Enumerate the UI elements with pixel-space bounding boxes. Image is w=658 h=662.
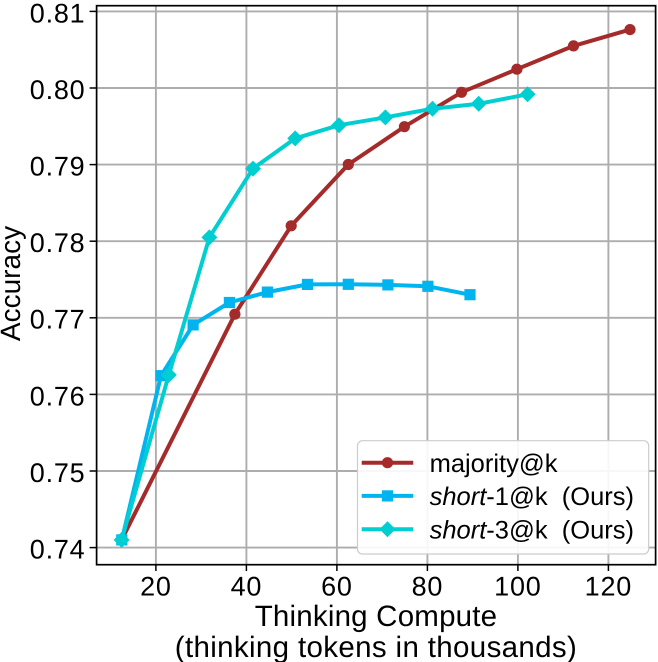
svg-text:20: 20 [140,572,172,602]
svg-text:0.80: 0.80 [30,75,86,105]
svg-text:majority@k: majority@k [430,450,558,478]
svg-text:0.77: 0.77 [30,305,86,335]
svg-text:Thinking Compute: Thinking Compute [255,600,498,633]
svg-text:0.75: 0.75 [30,458,86,488]
svg-text:0.74: 0.74 [30,535,86,565]
svg-text:Accuracy: Accuracy [0,226,26,341]
svg-text:100: 100 [494,572,541,602]
svg-text:60: 60 [321,572,353,602]
svg-text:0.79: 0.79 [30,152,86,182]
svg-text:(thinking tokens in thousands): (thinking tokens in thousands) [175,631,577,662]
svg-text:short-1@k (Ours): short-1@k (Ours) [430,483,634,511]
svg-text:40: 40 [231,572,263,602]
svg-text:120: 120 [585,572,632,602]
svg-text:0.81: 0.81 [30,0,86,28]
svg-text:0.78: 0.78 [30,228,86,258]
svg-text:short-3@k (Ours): short-3@k (Ours) [430,517,634,545]
svg-text:0.76: 0.76 [30,381,86,411]
svg-text:80: 80 [412,572,444,602]
